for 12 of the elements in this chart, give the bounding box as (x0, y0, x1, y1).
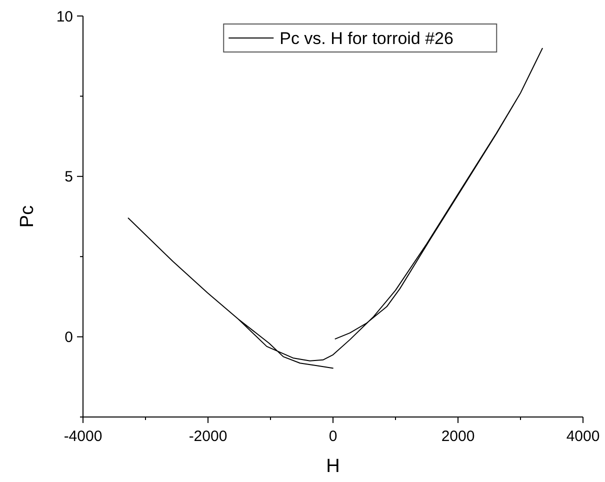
x-tick-label: 4000 (566, 428, 600, 445)
x-axis-title: H (326, 456, 340, 477)
x-tick-label: -2000 (188, 428, 228, 445)
x-tick-label: 2000 (441, 428, 475, 445)
x-tick-label: -4000 (64, 428, 102, 445)
legend-label: Pc vs. H for torroid #26 (280, 28, 454, 48)
y-axis-title: Pc (17, 205, 38, 228)
y-tick-label: 10 (56, 8, 73, 26)
y-tick-label: 0 (64, 329, 73, 346)
y-tick-label: 5 (64, 168, 73, 186)
x-tick-label: 0 (328, 428, 338, 445)
line-series (128, 48, 543, 369)
